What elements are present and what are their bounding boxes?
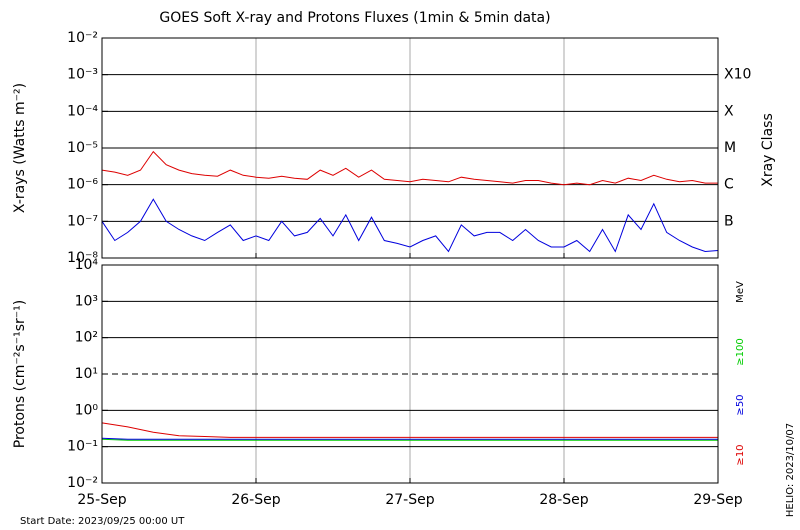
chart-title: GOES Soft X-ray and Protons Fluxes (1min…	[159, 10, 550, 26]
y-axis-label: Protons (cm⁻²s⁻¹sr⁻¹)	[12, 300, 28, 449]
y-axis-label: X-rays (Watts m⁻²)	[12, 83, 28, 213]
y-tick-label: 10⁻⁸	[67, 250, 98, 266]
x-tick-label: 26-Sep	[231, 492, 280, 508]
series-line	[101, 438, 718, 441]
x-tick-label: 25-Sep	[77, 492, 126, 508]
legend-entry: ≥100	[735, 338, 746, 365]
class-label: X	[724, 103, 734, 119]
y-tick-label: 10²	[75, 330, 98, 346]
credit: HELIO: 2023/10/07	[785, 423, 796, 517]
y-tick-label: 10⁻⁷	[67, 213, 98, 229]
class-label: M	[724, 140, 736, 156]
unit-label: MeV	[735, 281, 746, 303]
y-tick-label: 10⁻³	[67, 67, 98, 83]
class-label: B	[724, 213, 734, 229]
y-tick-label: 10⁴	[75, 257, 99, 273]
series-line	[101, 150, 718, 186]
y-tick-label: 10⁻²	[67, 475, 98, 491]
y-tick-label: 10⁻⁴	[67, 103, 98, 119]
plot-frame	[101, 37, 719, 259]
x-tick-label: 28-Sep	[539, 492, 588, 508]
y-tick-label: 10³	[75, 293, 98, 309]
class-label: X10	[724, 67, 751, 83]
legend-entry: ≥10	[735, 444, 746, 465]
y-tick-label: 10⁻²	[67, 30, 98, 46]
y-tick-label: 10⁰	[75, 402, 99, 418]
x-tick-label: 29-Sep	[693, 492, 742, 508]
y-tick-label: 10⁻¹	[67, 439, 98, 455]
y-tick-label: 10⁻⁶	[67, 177, 98, 193]
y-tick-label: 10¹	[75, 366, 98, 382]
y-tick-label: 10⁻⁵	[67, 140, 98, 156]
series-line	[101, 437, 718, 440]
series-line	[101, 422, 718, 438]
y2-axis-label: Xray Class	[760, 113, 776, 187]
plot-frame	[101, 264, 719, 484]
legend-entry: ≥50	[735, 394, 746, 415]
start-date: Start Date: 2023/09/25 00:00 UT	[20, 516, 185, 527]
x-tick-label: 27-Sep	[385, 492, 434, 508]
class-label: C	[724, 177, 734, 193]
series-line	[101, 198, 719, 253]
